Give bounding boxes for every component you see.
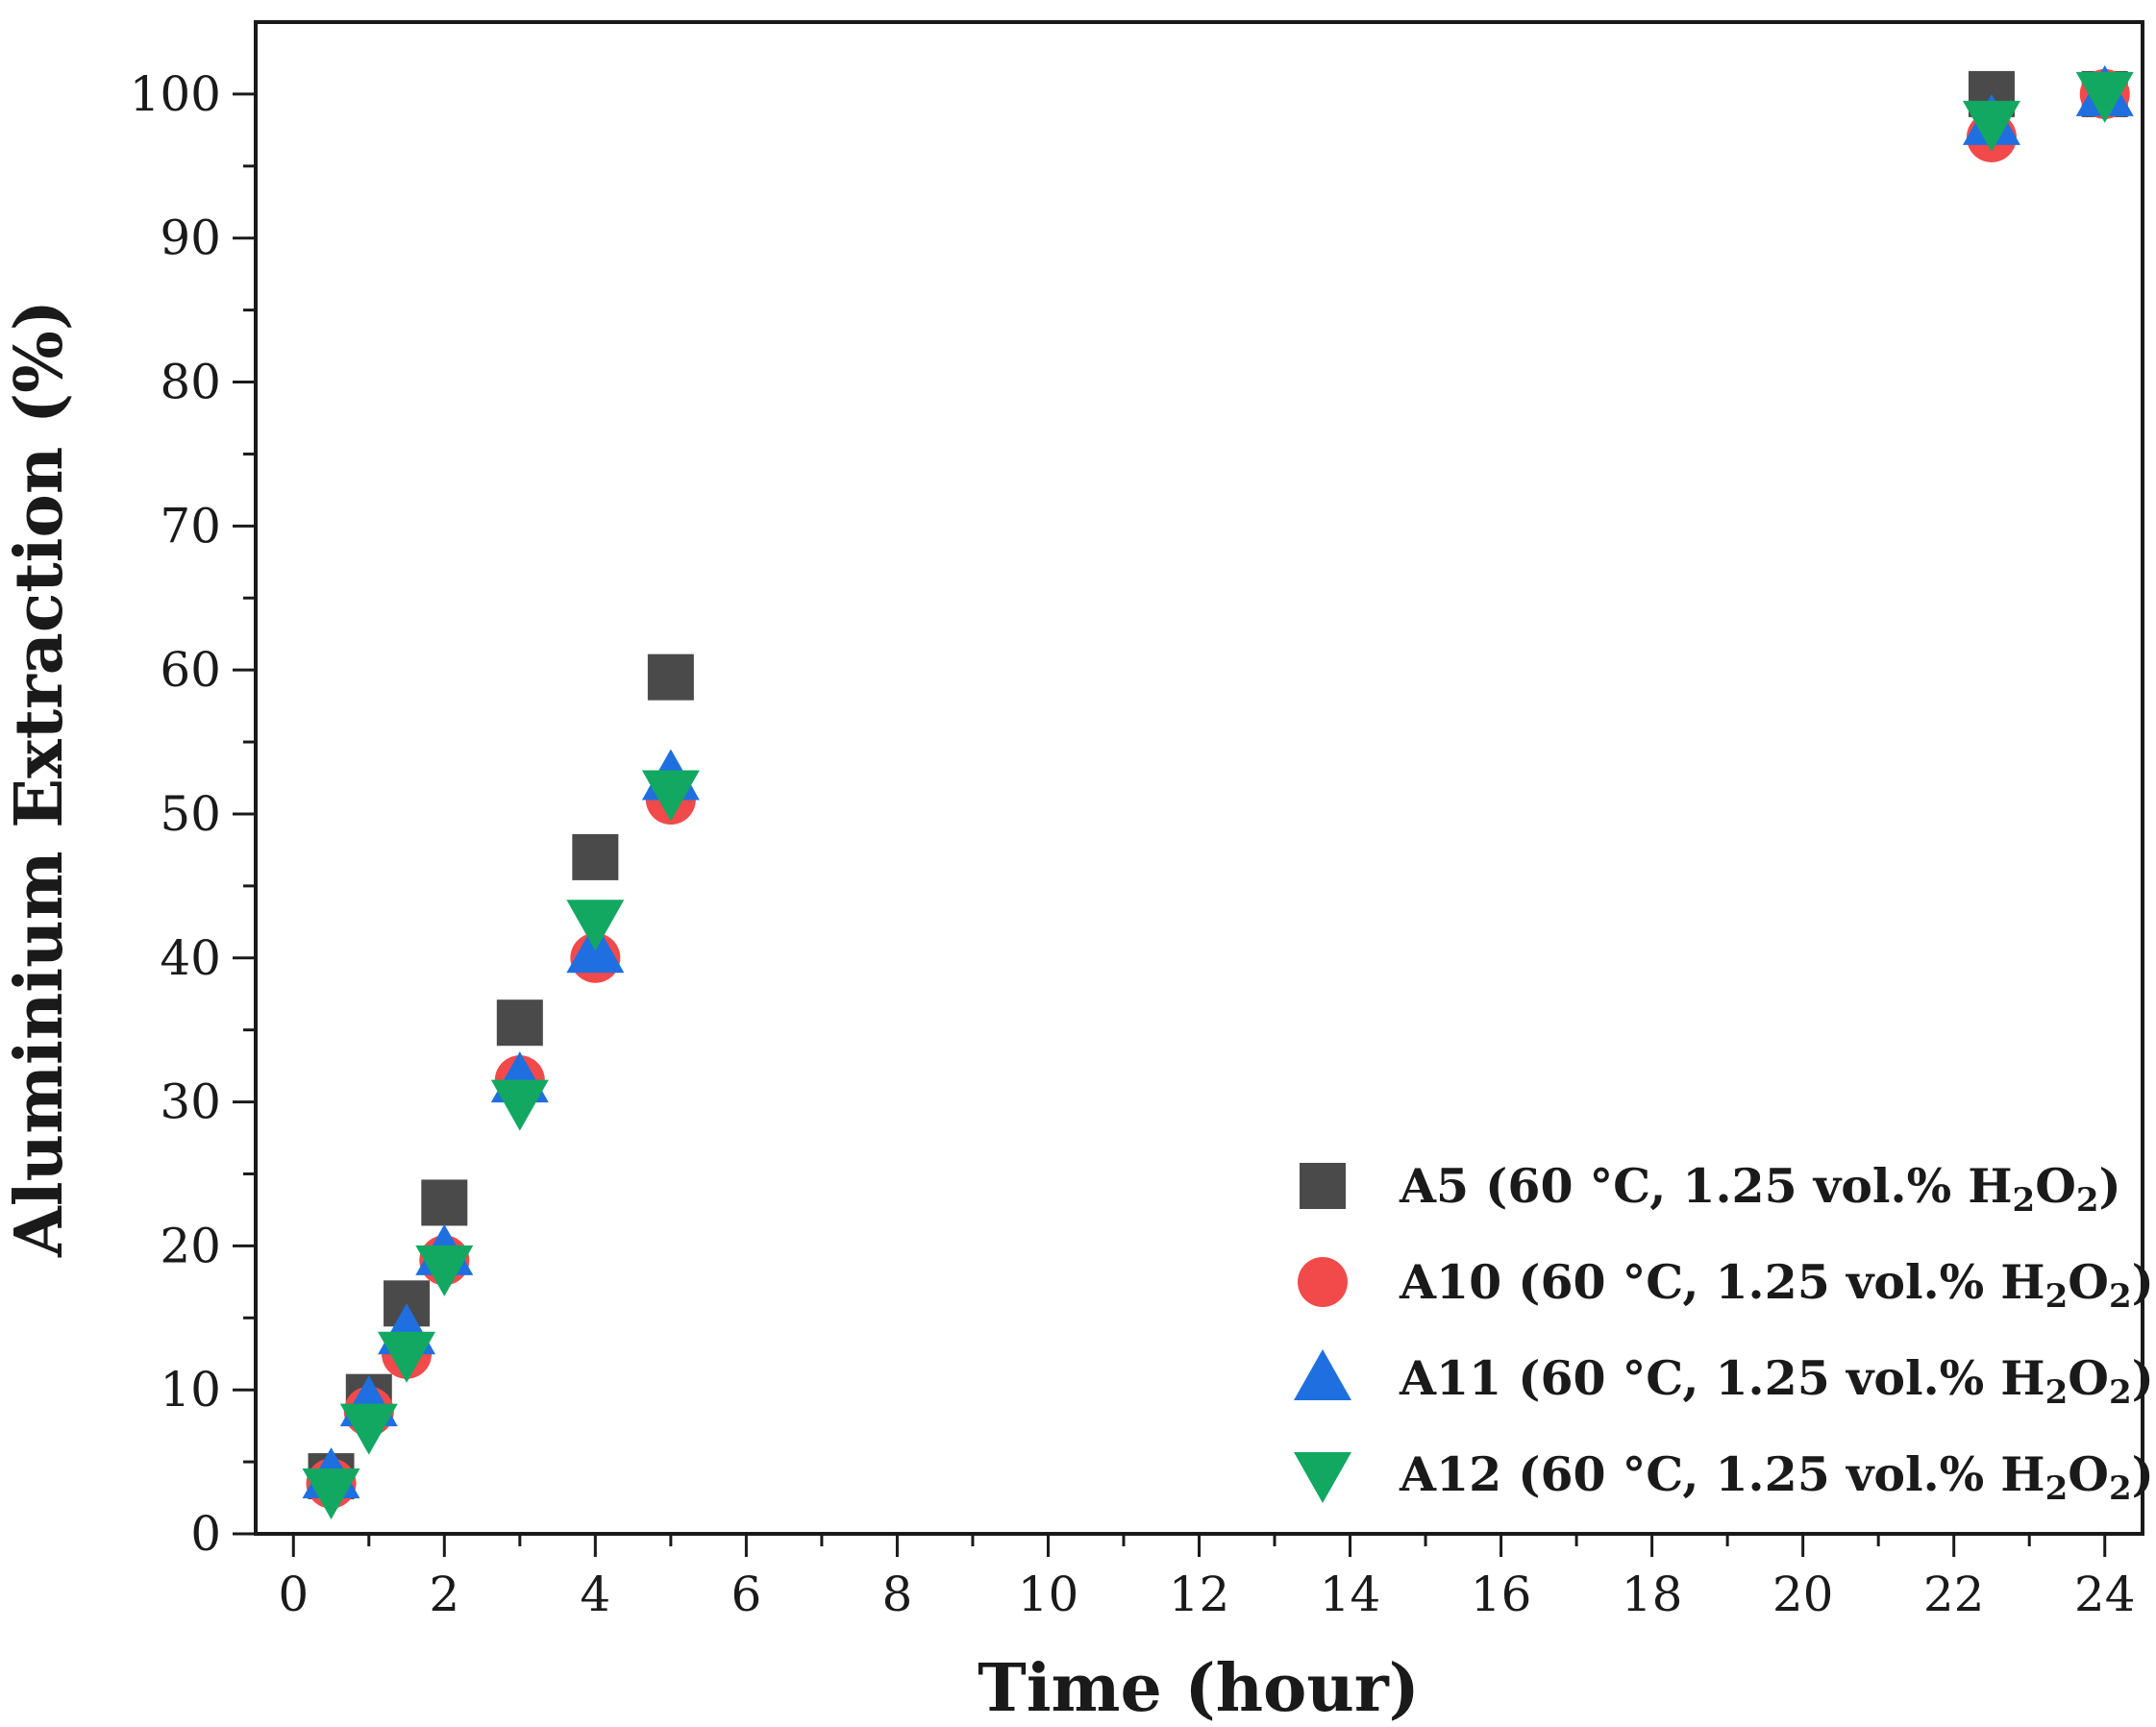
legend-subscript: 2 [2045,1373,2069,1412]
x-axis-title: Time (hour) [978,1650,1420,1727]
y-tick-label: 30 [160,1074,221,1130]
legend-subscript: 2 [2109,1469,2132,1508]
plot-frame [254,20,2144,1536]
a5-point [496,999,543,1047]
axis-ticks [233,92,2107,1557]
legend-label: A12 (60 °C, 1.25 vol.% H2O2) [1399,1446,2154,1508]
x-tick-label: 12 [1169,1567,1230,1622]
a12-point [641,770,700,822]
x-tick-label: 22 [1923,1567,1985,1622]
legend-text-part: ) [2132,1350,2154,1406]
legend-subscript: 2 [2076,1181,2099,1220]
y-tick-label: 40 [160,930,221,986]
x-tick-label: 14 [1320,1567,1381,1622]
x-tick-label: 16 [1471,1567,1532,1622]
legend-item: A12 (60 °C, 1.25 vol.% H2O2) [1294,1446,2154,1508]
y-tick-label: 100 [130,66,221,122]
x-tick-label: 24 [2074,1567,2136,1622]
a12-point [339,1403,398,1455]
a12-point [415,1245,474,1296]
legend-text-part: A12 (60 °C, 1.25 vol.% H [1399,1446,2045,1502]
a5-point [647,654,694,701]
legend-item: A10 (60 °C, 1.25 vol.% H2O2) [1298,1254,2154,1316]
legend-text-part: A5 (60 °C, 1.25 vol.% H [1399,1158,2013,1214]
tick-labels: 0 2 4 6 8 10 12 14 16 18 20 22 240102030405060708090… [130,66,2136,1622]
x-tick-label: 18 [1622,1567,1683,1622]
legend-subscript: 2 [2045,1469,2069,1508]
y-tick-label: 70 [160,498,221,554]
legend: A5 (60 °C, 1.25 vol.% H2O2)A10 (60 °C, 1… [1294,1158,2154,1508]
x-tick-label: 4 [580,1567,610,1622]
legend-text-part: ) [2132,1254,2154,1310]
x-tick-label: 2 [429,1567,459,1622]
data-points [302,64,2134,1520]
legend-marker-triangle-up [1294,1349,1351,1400]
x-tick-label: 0 [278,1567,309,1622]
a5-point [572,833,619,880]
legend-subscript: 2 [2109,1277,2132,1316]
x-tick-label: 8 [882,1567,913,1622]
legend-text-part: O [2035,1158,2076,1214]
legend-item: A11 (60 °C, 1.25 vol.% H2O2) [1294,1349,2154,1412]
a5-point [421,1179,468,1226]
a12-point [2075,71,2134,123]
y-tick-label: 50 [160,786,221,842]
legend-text-part: A10 (60 °C, 1.25 vol.% H [1399,1254,2045,1310]
y-tick-label: 20 [160,1218,221,1273]
legend-label: A10 (60 °C, 1.25 vol.% H2O2) [1399,1254,2154,1316]
y-tick-label: 90 [160,210,221,266]
y-tick-label: 80 [160,355,221,410]
a12-point [378,1331,436,1383]
legend-subscript: 2 [2109,1373,2132,1412]
y-tick-label: 0 [190,1506,221,1562]
legend-subscript: 2 [2045,1277,2069,1316]
legend-text-part: O [2068,1446,2109,1502]
x-tick-label: 6 [731,1567,761,1622]
legend-marker-triangle-down [1294,1452,1351,1503]
a12-point [566,900,625,951]
legend-text-part: A11 (60 °C, 1.25 vol.% H [1399,1350,2045,1406]
legend-marker-square [1300,1163,1346,1209]
legend-marker-circle [1298,1257,1348,1307]
a12-point [1962,100,2020,152]
legend-text-part: O [2068,1350,2109,1406]
x-tick-label: 20 [1772,1567,1834,1622]
series-A12 [302,71,2134,1520]
legend-subscript: 2 [2013,1181,2036,1220]
legend-text-part: ) [2132,1446,2154,1502]
legend-label: A5 (60 °C, 1.25 vol.% H2O2) [1399,1158,2121,1220]
y-tick-label: 10 [160,1362,221,1418]
y-axis-title: Aluminium Extraction (%) [1,300,78,1258]
x-tick-label: 10 [1018,1567,1079,1622]
legend-label: A11 (60 °C, 1.25 vol.% H2O2) [1399,1350,2154,1412]
legend-item: A5 (60 °C, 1.25 vol.% H2O2) [1300,1158,2121,1220]
a12-point [302,1468,360,1520]
legend-text-part: ) [2099,1158,2121,1214]
y-tick-label: 60 [160,642,221,698]
a12-point [490,1079,549,1131]
legend-text-part: O [2068,1254,2109,1310]
